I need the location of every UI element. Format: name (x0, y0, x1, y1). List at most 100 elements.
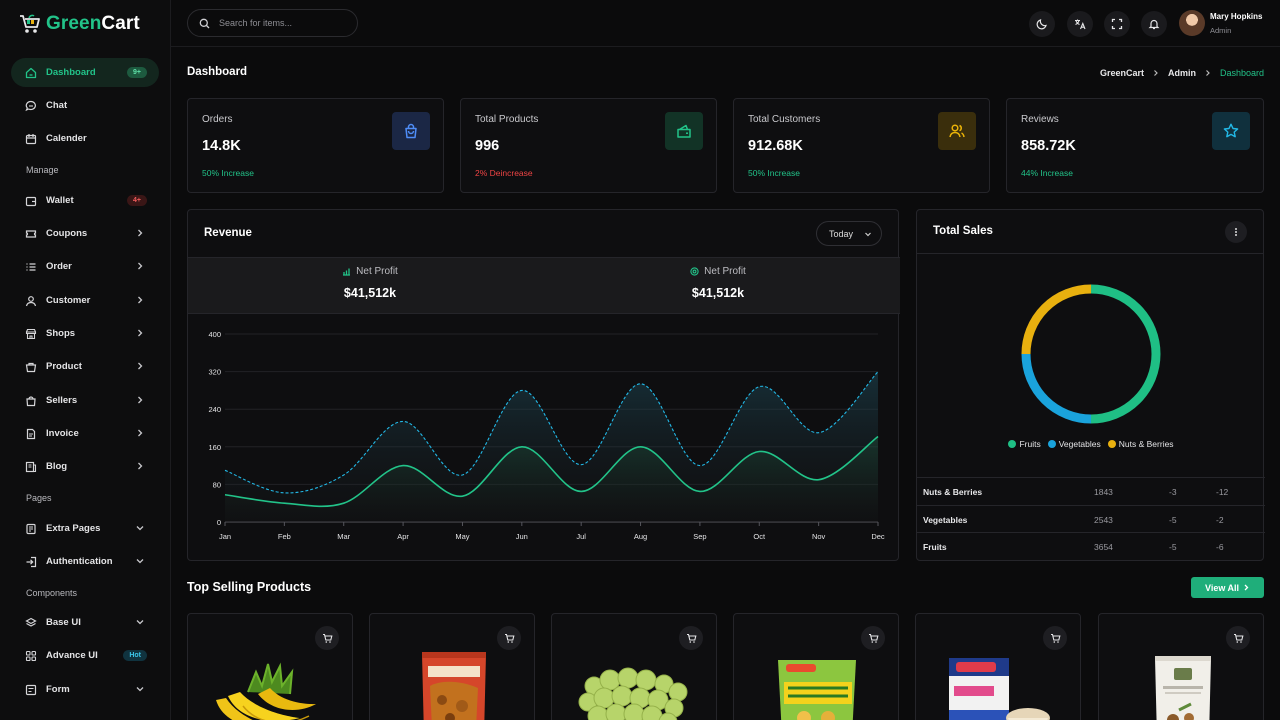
chevron-right-icon (1243, 584, 1250, 591)
row-name: Nuts & Berries (923, 487, 983, 497)
add-to-cart-button[interactable] (861, 626, 885, 650)
add-to-cart-button[interactable] (315, 626, 339, 650)
legend-item-nuts[interactable]: Nuts & Berries (1107, 439, 1174, 449)
sidebar-item-label: Advance UI (46, 650, 98, 661)
product-image-snack-pouch (422, 652, 486, 720)
sidebar-item-coupons[interactable]: Coupons (11, 219, 159, 248)
sidebar-item-blog[interactable]: Blog (11, 452, 159, 481)
x-tick-label: Aug (634, 532, 647, 541)
table-row: Nuts & Berries 1843 -3 -12 (917, 477, 1265, 505)
add-to-cart-button[interactable] (1043, 626, 1067, 650)
sidebar-item-sellers[interactable]: Sellers (11, 386, 159, 415)
sidebar-item-extra-pages[interactable]: Extra Pages (11, 514, 159, 543)
sidebar-item-label: Calender (46, 133, 87, 144)
x-tick-label: May (455, 532, 469, 541)
row-value: 3654 (1094, 542, 1113, 552)
legend-item-vegetables[interactable]: Vegetables (1047, 439, 1101, 449)
user-role: Admin (1210, 26, 1232, 35)
chevron-right-icon (135, 428, 145, 438)
product-card[interactable] (733, 613, 899, 720)
x-tick-label: Apr (397, 532, 409, 541)
search-input[interactable] (219, 18, 339, 28)
sidebar-item-chat[interactable]: Chat (11, 91, 159, 120)
theme-toggle-button[interactable] (1029, 11, 1055, 37)
product-card[interactable] (1098, 613, 1264, 720)
sidebar-item-calender[interactable]: Calender (11, 124, 159, 153)
net-profit-1: Net Profit $41,512k (280, 266, 460, 300)
table-row: Vegetables 2543 -5 -2 (917, 504, 1265, 533)
sidebar-item-dashboard[interactable]: Dashboard 9+ (11, 58, 159, 87)
sidebar-item-order[interactable]: Order (11, 252, 159, 281)
sidebar-item-product[interactable]: Product (11, 352, 159, 381)
app-logo[interactable]: GreenCart (18, 10, 140, 38)
search-box[interactable] (187, 9, 358, 37)
stat-value: 14.8K (202, 138, 241, 154)
stat-value: 912.68K (748, 138, 803, 154)
section-label-pages: Pages (26, 493, 52, 503)
y-tick-label: 0 (217, 518, 221, 527)
product-image-health-mix (949, 658, 1050, 720)
profit-summary: Net Profit $41,512k Net Profit $41,512k (188, 257, 900, 314)
sidebar-item-invoice[interactable]: Invoice (11, 419, 159, 448)
sidebar-item-label: Authentication (46, 556, 113, 567)
x-tick-label: Nov (812, 532, 826, 541)
fullscreen-button[interactable] (1104, 11, 1130, 37)
product-card[interactable] (369, 613, 535, 720)
avatar[interactable] (1179, 10, 1205, 36)
sidebar-item-authentication[interactable]: Authentication (11, 547, 159, 576)
more-options-button[interactable] (1225, 221, 1247, 243)
series-area (225, 436, 878, 522)
product-image-spice-pouch (1155, 656, 1211, 720)
total-sales-title: Total Sales (933, 225, 993, 237)
product-card[interactable] (551, 613, 717, 720)
list-icon (25, 261, 37, 273)
sidebar-item-label: Coupons (46, 228, 88, 239)
chevron-right-icon (135, 295, 145, 305)
login-icon (25, 556, 37, 568)
breadcrumb: GreenCart Admin Dashboard (1100, 68, 1264, 78)
add-to-cart-button[interactable] (497, 626, 521, 650)
sidebar-item-label: Sellers (46, 395, 78, 406)
x-tick-label: Dec (871, 532, 885, 541)
bar-chart-icon (342, 267, 351, 276)
layers-icon (25, 617, 37, 629)
moon-icon (1036, 18, 1048, 30)
calendar-icon (25, 133, 37, 145)
notifications-button[interactable] (1141, 11, 1167, 37)
sidebar-item-advance-ui[interactable]: Advance UI Hot (11, 641, 159, 670)
table-row: Fruits 3654 -5 -6 (917, 532, 1265, 560)
sidebar-item-form[interactable]: Form (11, 675, 159, 704)
sales-donut-chart (1021, 284, 1161, 424)
sidebar-item-customer[interactable]: Customer (11, 286, 159, 315)
users-icon (948, 122, 966, 140)
y-tick-label: 80 (213, 480, 221, 489)
profit-label: Net Profit (356, 266, 398, 277)
star-icon (1222, 122, 1240, 140)
period-select[interactable]: Today (816, 221, 882, 246)
blog-icon (25, 461, 37, 473)
view-all-button[interactable]: View All (1191, 577, 1264, 598)
bag-icon (25, 395, 37, 407)
x-tick-label: Feb (278, 532, 291, 541)
sidebar-item-label: Wallet (46, 195, 74, 206)
notification-badge: 9+ (127, 67, 147, 78)
coupon-icon (25, 228, 37, 240)
stat-change: 50% Increase (202, 168, 254, 178)
sidebar-item-base-ui[interactable]: Base UI (11, 608, 159, 637)
breadcrumb-link[interactable]: GreenCart (1099, 68, 1144, 78)
sales-table: Nuts & Berries 1843 -3 -12 Vegetables 25… (917, 477, 1265, 560)
product-card[interactable] (915, 613, 1081, 720)
sidebar-item-wallet[interactable]: Wallet 4+ (11, 186, 159, 215)
product-card[interactable] (187, 613, 353, 720)
language-button[interactable] (1067, 11, 1093, 37)
stat-icon-box (938, 112, 976, 150)
legend-item-fruits[interactable]: Fruits (1008, 439, 1041, 449)
add-to-cart-button[interactable] (679, 626, 703, 650)
chevron-right-icon (135, 328, 145, 338)
breadcrumb-link[interactable]: Admin (1167, 68, 1196, 78)
stat-card-orders: Orders 14.8K 50% Increase (187, 98, 444, 193)
product-image-grapes (578, 667, 688, 720)
sidebar-item-shops[interactable]: Shops (11, 319, 159, 348)
profit-label-row: Net Profit (628, 266, 808, 277)
add-to-cart-button[interactable] (1226, 626, 1250, 650)
